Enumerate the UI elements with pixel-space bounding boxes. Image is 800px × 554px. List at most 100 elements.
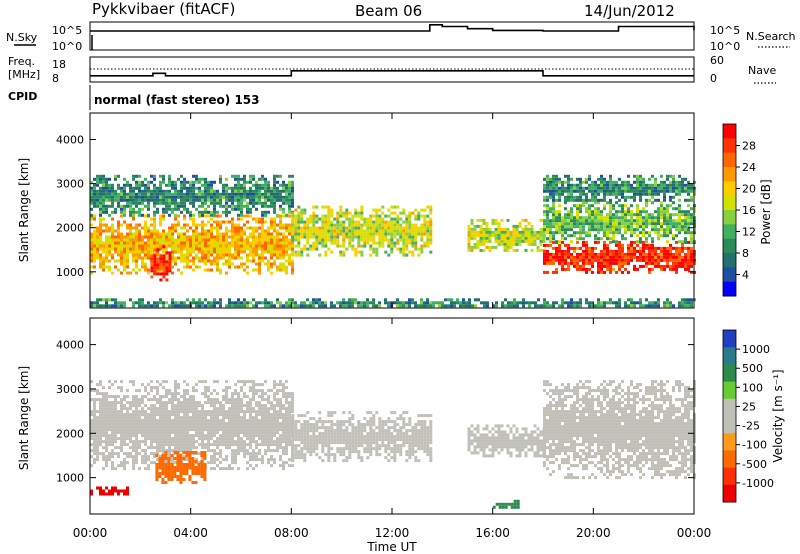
data-cell [636,222,639,226]
data-cell [654,225,657,229]
data-cell [285,223,288,227]
data-cell [558,255,561,259]
data-cell [396,241,400,245]
data-cell [324,301,327,305]
data-cell [153,192,156,196]
data-cell [503,230,507,234]
data-cell [678,252,681,256]
data-cell [279,226,282,230]
data-cell [213,235,216,239]
data-cell [582,258,585,262]
data-cell [609,192,612,196]
data-cell [426,238,430,242]
data-cell [171,265,174,269]
data-cell [390,220,394,224]
data-cell [108,268,111,272]
data-cell [363,241,367,245]
data-cell [681,249,684,253]
data-cell [177,201,180,205]
data-cell [594,216,597,220]
data-cell [393,217,397,221]
data-cell [222,220,225,224]
data-cell [309,226,313,230]
data-cell [375,304,378,308]
data-cell [624,267,627,271]
data-cell [159,298,162,302]
data-cell [120,407,123,411]
data-cell [372,220,376,224]
data-cell [363,223,367,227]
data-cell [414,238,418,242]
data-cell [479,239,483,243]
data-cell [252,268,255,272]
data-cell [192,386,195,390]
data-cell [129,271,132,275]
data-cell [279,214,282,218]
data-cell [213,431,216,435]
data-cell [99,177,102,181]
data-cell [162,304,165,308]
data-cell [243,183,246,187]
data-cell [558,252,561,256]
data-cell [138,244,141,248]
data-cell [408,229,412,233]
data-cell [429,250,433,254]
data-cell [321,226,325,230]
data-cell [273,217,276,221]
data-cell [210,461,213,465]
data-cell [216,235,219,239]
data-cell [114,431,117,435]
data-cell [159,449,162,453]
data-cell [672,222,675,226]
data-cell [186,383,189,387]
data-cell [249,177,252,181]
data-cell [615,180,618,184]
data-cell [524,239,528,243]
data-cell [546,210,549,214]
data-cell [651,222,654,226]
data-cell [270,192,273,196]
data-cell [126,401,129,405]
data-cell [339,301,342,305]
data-cell [120,440,123,444]
data-cell [390,217,394,221]
data-cell [393,244,397,248]
data-cell [162,235,165,239]
data-cell [228,464,231,468]
data-cell [216,232,219,236]
data-cell [90,259,93,263]
data-cell [234,301,237,305]
data-cell [105,431,108,435]
data-cell [162,395,165,399]
data-cell [102,210,105,214]
data-cell [132,416,135,420]
data-cell [135,232,138,236]
data-cell [315,241,319,245]
data-cell [168,398,171,402]
data-cell [201,446,204,450]
data-cell [558,219,561,223]
data-cell [282,244,285,248]
data-cell [576,246,579,250]
data-cell [144,204,147,208]
data-cell [225,271,228,275]
data-cell [387,220,391,224]
data-cell [564,195,567,199]
data-cell [485,227,489,231]
data-cell [93,204,96,208]
data-cell [579,207,582,211]
data-cell [108,428,111,432]
data-cell [684,222,687,226]
data-cell [561,240,564,244]
data-cell [672,219,675,223]
data-cell [633,264,636,268]
data-cell [171,413,174,417]
data-cell [252,259,255,263]
data-cell [96,389,99,393]
data-cell [612,216,615,220]
data-cell [162,416,165,420]
data-cell [306,232,310,236]
data-cell [174,192,177,196]
data-cell [297,205,301,209]
data-cell [330,208,334,212]
